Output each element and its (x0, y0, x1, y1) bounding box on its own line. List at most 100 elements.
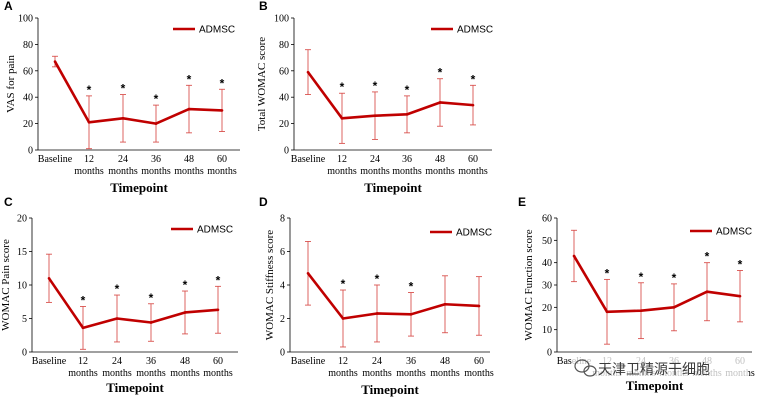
x-tick-line: months (425, 166, 455, 177)
data-point (405, 113, 409, 116)
significance-star: * (639, 270, 644, 284)
x-tick-line: months (430, 368, 460, 379)
wechat-icon (574, 359, 597, 377)
y-axis-label: WOMAC Stiffness score (264, 230, 276, 341)
x-tick-line: months (203, 368, 233, 379)
legend-label: ADMSC (456, 228, 492, 239)
data-point (216, 308, 220, 312)
data-point (738, 294, 742, 298)
y-tick-label: 40 (23, 93, 33, 104)
significance-star: * (187, 72, 192, 86)
x-tick-line: 60 (213, 356, 223, 367)
y-tick-label: 20 (542, 303, 552, 314)
x-tick-line: 60 (217, 154, 227, 165)
data-point (477, 304, 481, 308)
x-tick-line: 24 (370, 154, 380, 165)
significance-star: * (183, 278, 188, 292)
x-axis-label: Timepoint (361, 382, 419, 397)
series-line-admsc (306, 71, 474, 120)
x-tick-line: Baseline (32, 356, 67, 367)
y-tick-label: 60 (23, 66, 33, 77)
data-point (121, 117, 125, 120)
data-point (373, 114, 377, 117)
x-tick-line: 60 (468, 154, 478, 165)
significance-star: * (87, 83, 92, 97)
data-point (220, 109, 224, 112)
data-point (53, 60, 57, 63)
panel-letter: C (4, 195, 13, 209)
y-tick-label: 60 (279, 66, 289, 77)
data-point (438, 101, 442, 104)
significance-star: * (149, 291, 154, 305)
y-tick-label: 20 (17, 214, 27, 225)
significance-star: * (471, 72, 476, 86)
x-tick-line: months (328, 368, 358, 379)
data-point (154, 122, 158, 125)
y-tick-label: 40 (542, 258, 552, 269)
y-tick-label: 0 (284, 146, 289, 157)
y-tick-label: 8 (280, 214, 285, 225)
watermark: 天津卫精源干细胞 (572, 356, 748, 380)
data-point (341, 317, 345, 320)
x-tick-line: Baseline (38, 154, 73, 165)
data-point (409, 313, 413, 316)
x-tick-line: months (362, 368, 392, 379)
x-tick-line: months (136, 368, 166, 379)
significance-star: * (373, 79, 378, 93)
panel-letter: A (4, 0, 13, 13)
x-tick-line: months (141, 166, 171, 177)
y-tick-label: 5 (22, 314, 27, 325)
data-point (443, 302, 447, 306)
x-tick-line: 48 (180, 356, 190, 367)
y-tick-label: 10 (542, 325, 552, 336)
x-tick-line: months (102, 368, 132, 379)
y-tick-label: 60 (542, 214, 552, 225)
significance-star: * (154, 92, 159, 106)
y-tick-label: 2 (280, 314, 285, 325)
x-tick-line: months (74, 166, 104, 177)
x-tick-line: 12 (337, 154, 347, 165)
significance-star: * (438, 66, 443, 80)
x-tick-label: Baseline (291, 356, 326, 367)
panel-letter: D (259, 195, 268, 209)
x-tick-line: months (396, 368, 426, 379)
y-axis-label: Total WOMAC score (256, 37, 268, 131)
x-tick-line: Baseline (291, 154, 326, 165)
legend-label: ADMSC (197, 225, 233, 236)
significance-star: * (216, 273, 221, 287)
y-tick-label: 20 (23, 119, 33, 130)
x-tick-line: months (464, 368, 494, 379)
data-point (639, 309, 643, 312)
y-axis-label: VAS for pain (5, 55, 17, 113)
x-tick-label: Baseline (32, 356, 67, 367)
x-tick-line: months (327, 166, 357, 177)
x-tick-line: months (108, 166, 138, 177)
x-tick-line: 36 (402, 154, 412, 165)
data-point (306, 70, 310, 74)
data-point (672, 306, 676, 309)
x-tick-line: 36 (146, 356, 156, 367)
y-tick-label: 100 (274, 14, 289, 25)
data-point (375, 312, 379, 315)
y-axis-label: WOMAC Function score (523, 229, 535, 340)
y-tick-label: 30 (542, 281, 552, 292)
significance-star: * (738, 257, 743, 271)
legend-label: ADMSC (716, 227, 752, 238)
significance-star: * (220, 76, 225, 90)
significance-star: * (672, 271, 677, 285)
y-tick-label: 80 (23, 40, 33, 51)
panel-letter: E (518, 195, 526, 209)
